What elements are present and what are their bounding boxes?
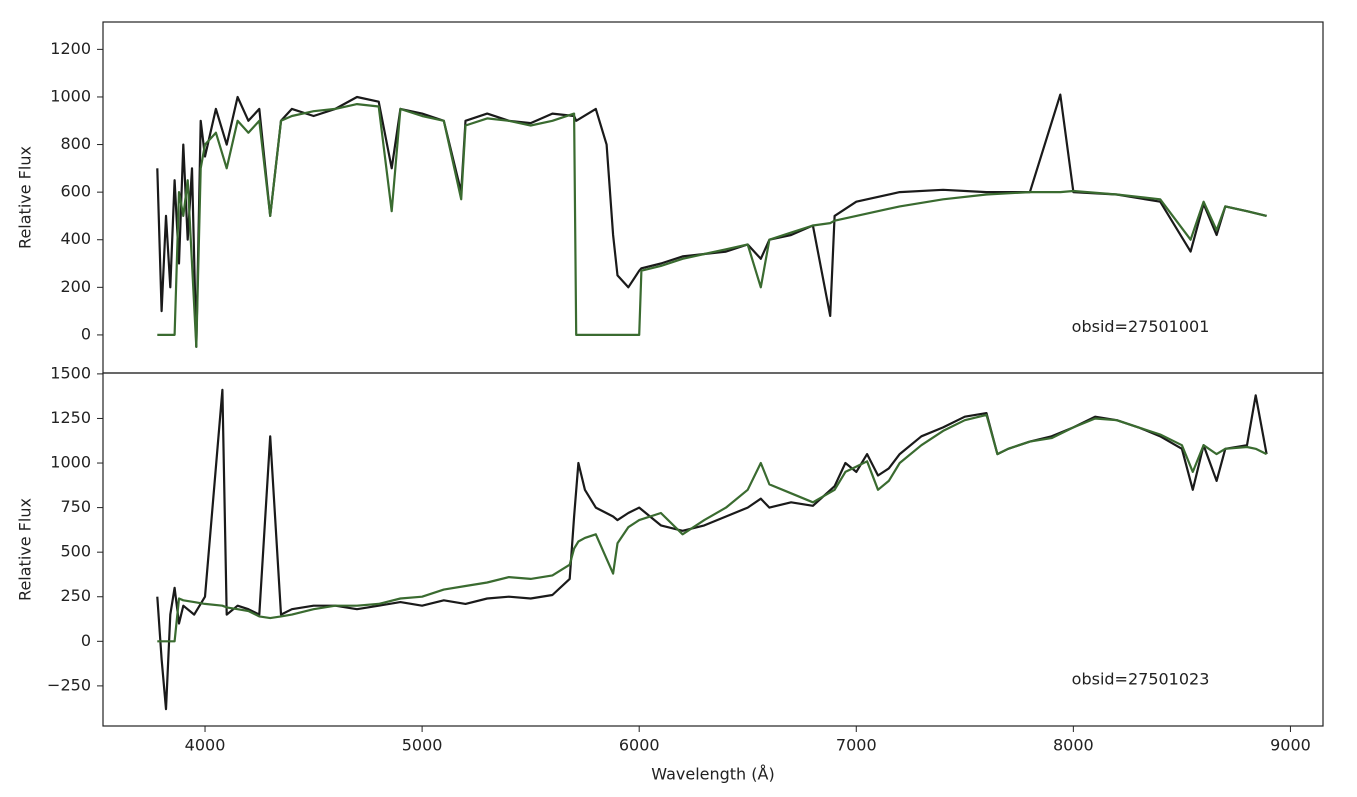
y-tick-label: 250 [60, 586, 91, 605]
plot-frame [102, 372, 1324, 727]
y-tick-label: 1000 [50, 86, 91, 105]
x-tick-label: 5000 [402, 736, 443, 755]
spectrum-line [156, 388, 1268, 711]
y-axis-label: Relative Flux [16, 498, 35, 601]
spectrum-line [156, 93, 1267, 348]
y-tick-label: 0 [81, 324, 91, 343]
y-tick-label: 600 [60, 182, 91, 201]
y-tick-label: 500 [60, 542, 91, 561]
y-tick-label: 200 [60, 277, 91, 296]
y-tick-label: 1250 [50, 408, 91, 427]
x-tick-label: 7000 [836, 736, 877, 755]
y-tick-label: 0 [81, 631, 91, 650]
x-tick-label: 8000 [1053, 736, 1094, 755]
x-tick-label: 4000 [185, 736, 226, 755]
y-tick-label: 1000 [50, 453, 91, 472]
y-tick-label: 400 [60, 229, 91, 248]
y-tick-label: 750 [60, 497, 91, 516]
spectrum-line [157, 413, 1268, 643]
annotation: obsid=27501001 [1072, 317, 1210, 336]
spectrum-line [157, 103, 1267, 348]
y-tick-label: −250 [47, 675, 91, 694]
y-tick-label: 1500 [50, 363, 91, 382]
y-axis-label: Relative Flux [16, 146, 35, 249]
x-tick-label: 6000 [619, 736, 660, 755]
annotation: obsid=27501023 [1072, 670, 1210, 689]
x-axis-label: Wavelength (Å) [651, 765, 774, 784]
y-tick-label: 1200 [50, 39, 91, 58]
x-tick-label: 9000 [1270, 736, 1311, 755]
y-tick-label: 800 [60, 134, 91, 153]
